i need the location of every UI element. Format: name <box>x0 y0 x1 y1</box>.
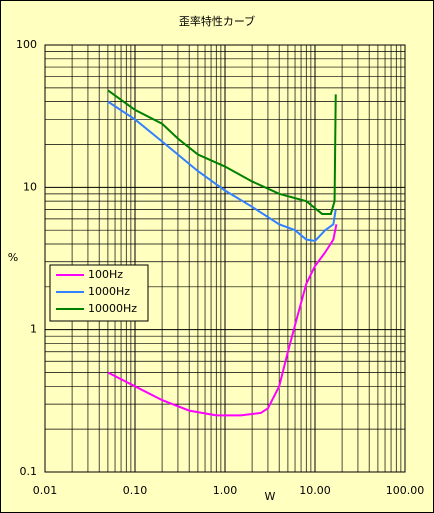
y-tick-label: 0.1 <box>20 465 38 478</box>
x-tick-label: 0.10 <box>123 484 148 497</box>
x-tick-label: 0.01 <box>33 484 58 497</box>
series-line <box>107 89 337 215</box>
x-axis-label: W <box>265 490 276 503</box>
x-tick-label: 10.00 <box>299 484 331 497</box>
legend-label: 100Hz <box>88 268 123 281</box>
series-line <box>107 100 337 243</box>
y-tick-label: 100 <box>16 38 37 51</box>
legend-label: 1000Hz <box>88 285 130 298</box>
chart-title: 歪率特性カーブ <box>179 14 255 28</box>
plot-frame <box>44 44 406 473</box>
y-tick-label: 10 <box>23 180 37 193</box>
x-tick-label: 1.00 <box>213 484 238 497</box>
x-tick-label: 100.00 <box>386 484 425 497</box>
y-tick-label: 1 <box>30 323 37 336</box>
legend-label: 10000Hz <box>88 302 137 315</box>
series-line <box>107 224 338 417</box>
y-axis-label: % <box>8 251 18 264</box>
